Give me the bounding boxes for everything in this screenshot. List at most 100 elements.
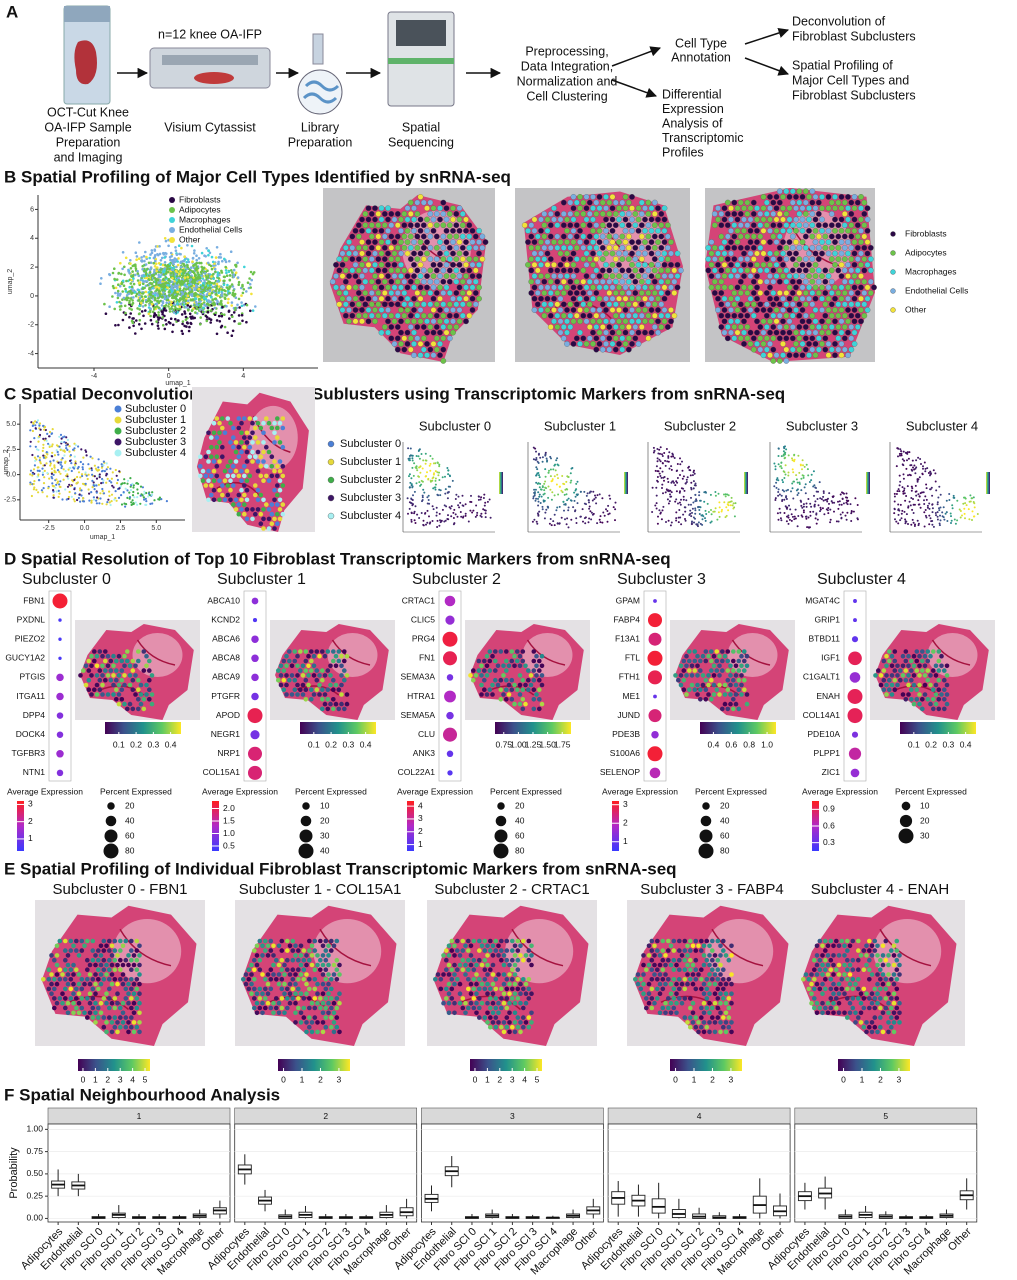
umap-point [43,469,46,472]
tissue-spot [538,307,544,313]
density-point [730,496,733,499]
density-point [588,517,591,520]
tissue-spot [770,233,777,240]
tissue-spot [411,329,417,336]
umap-point [109,503,112,507]
tissue-spot [642,284,648,291]
tissue-spot [661,227,668,234]
tissue-spot [450,216,456,223]
umap-point [214,311,218,315]
density-point [697,521,700,524]
tissue-spot [593,267,600,274]
y-tick-label: 2 [30,264,34,271]
tissue-spot [538,250,544,257]
umap-point [100,463,103,466]
tissue-spot [269,454,275,460]
umap-point [57,461,60,464]
umap-point [249,309,252,313]
tissue-spot [708,261,715,268]
tissue-spot [359,284,365,291]
umap-point [112,486,115,489]
umap-point [184,299,188,302]
tissue-spot [440,358,447,364]
density-point [418,457,421,460]
tissue-spot [411,261,417,268]
tissue-spot [655,227,661,234]
tissue-spot [851,227,858,234]
tissue-spot [799,307,806,313]
tissue-spot [825,205,832,212]
tissue-spot [754,205,760,212]
tissue-spot [463,261,469,268]
tissue-spot [577,205,583,212]
tissue-spot [741,227,747,234]
umap-point [67,477,70,480]
umap-point [172,311,176,314]
density-point [426,471,428,474]
umap-point [127,296,130,300]
tissue-spot [583,250,590,257]
density-point [672,455,675,458]
tissue-spot [352,227,359,234]
density-point [446,497,449,500]
tissue-spot [793,295,799,302]
umap-point [33,480,36,483]
density-point [461,504,464,507]
umap-point [194,300,198,304]
tissue-spot [724,244,731,251]
umap-point [125,294,129,297]
umap-point [220,288,224,292]
umap-point [189,268,192,272]
umap-point [102,492,106,495]
density-point [656,448,659,450]
tissue-spot [567,211,574,217]
step-text: Analysis of [662,116,723,130]
tissue-spot [606,211,613,217]
umap-point [137,288,140,292]
tissue-spot [544,261,551,268]
tissue-spot [832,250,838,257]
tissue-spot [841,244,848,251]
umap-point [106,466,109,469]
umap-point [97,458,100,461]
tissue-spot [456,216,463,223]
tissue-spot [596,250,603,257]
density-point [553,475,556,478]
density-point [547,496,550,499]
tissue-spot [780,329,786,336]
umap-point [121,482,124,485]
tissue-spot [838,341,845,347]
density-point [727,501,730,504]
umap-point [159,271,162,274]
umap-point [129,259,132,262]
tissue-spot [793,329,799,336]
tissue-spot [261,497,266,503]
density-point [802,505,805,508]
tissue-spot [838,250,845,257]
tissue-spot [362,244,369,251]
tissue-spot [612,233,619,240]
umap-point [138,304,141,308]
density-point [429,455,432,457]
tissue-spot [642,239,648,245]
umap-point [200,274,204,278]
tissue-spot [280,463,286,469]
density-point [805,515,808,518]
tissue-spot [754,273,760,279]
density-point [436,493,439,496]
tissue-spot [214,473,220,479]
tissue-spot [835,199,842,206]
tissue-spot [230,435,236,440]
tissue-spot [453,233,460,240]
density-point [459,501,462,504]
tissue-spot [378,216,385,223]
tissue-spot [835,324,842,330]
tissue-spot [783,358,790,364]
density-point [556,463,559,466]
tissue-spot [812,295,819,302]
umap-point [36,455,40,458]
tissue-spot [796,222,803,229]
tissue-spot [664,290,671,296]
tissue-spot [381,267,388,274]
tissue-spot [750,346,757,353]
